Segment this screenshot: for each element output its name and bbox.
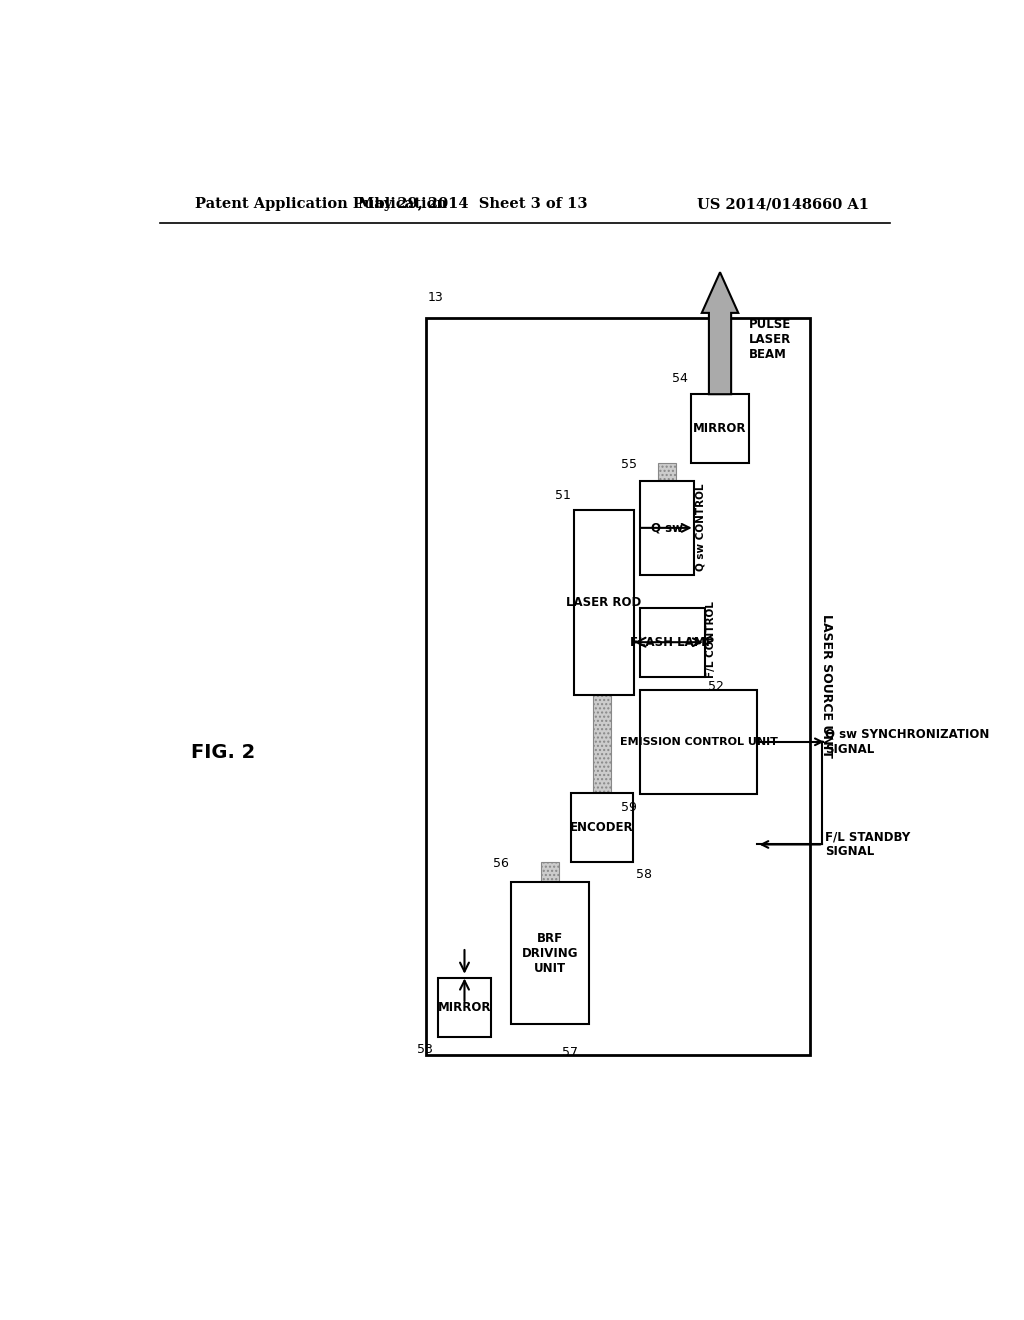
FancyBboxPatch shape: [570, 792, 633, 862]
FancyBboxPatch shape: [595, 510, 612, 576]
FancyBboxPatch shape: [511, 882, 589, 1024]
FancyBboxPatch shape: [691, 395, 749, 463]
Text: FIG. 2: FIG. 2: [191, 743, 256, 763]
Text: 57: 57: [562, 1045, 579, 1059]
Text: FLASH LAMP: FLASH LAMP: [631, 636, 715, 648]
Text: PULSE
LASER
BEAM: PULSE LASER BEAM: [749, 318, 791, 360]
Text: Q sw CONTROL: Q sw CONTROL: [696, 483, 706, 572]
Text: 52: 52: [709, 680, 724, 693]
Text: F/L STANDBY
SIGNAL: F/L STANDBY SIGNAL: [824, 830, 910, 858]
Text: Q sw: Q sw: [651, 521, 683, 535]
Text: MIRROR: MIRROR: [693, 422, 746, 436]
Text: 51: 51: [555, 488, 570, 502]
FancyBboxPatch shape: [640, 690, 758, 793]
Text: 13: 13: [427, 290, 443, 304]
Text: MIRROR: MIRROR: [437, 1001, 492, 1014]
Text: 54: 54: [673, 372, 688, 385]
Text: Q sw SYNCHRONIZATION
SIGNAL: Q sw SYNCHRONIZATION SIGNAL: [824, 727, 989, 756]
Text: LASER ROD: LASER ROD: [566, 597, 641, 609]
Text: 55: 55: [621, 458, 637, 471]
Text: BRF
DRIVING
UNIT: BRF DRIVING UNIT: [522, 932, 579, 974]
FancyBboxPatch shape: [640, 480, 694, 576]
FancyBboxPatch shape: [456, 978, 473, 1024]
Text: ENCODER: ENCODER: [570, 821, 634, 834]
Text: 56: 56: [493, 857, 509, 870]
FancyBboxPatch shape: [437, 978, 492, 1036]
Text: F/L CONTROL: F/L CONTROL: [706, 601, 716, 677]
Text: May 29, 2014  Sheet 3 of 13: May 29, 2014 Sheet 3 of 13: [358, 197, 588, 211]
FancyBboxPatch shape: [426, 318, 811, 1055]
FancyBboxPatch shape: [593, 696, 610, 792]
FancyBboxPatch shape: [542, 862, 559, 882]
Text: Patent Application Publication: Patent Application Publication: [196, 197, 447, 211]
FancyArrow shape: [701, 272, 738, 395]
Text: EMISSION CONTROL UNIT: EMISSION CONTROL UNIT: [620, 737, 777, 747]
Text: 53: 53: [417, 1043, 433, 1056]
Text: 58: 58: [636, 867, 652, 880]
Text: 59: 59: [621, 801, 637, 813]
Text: US 2014/0148660 A1: US 2014/0148660 A1: [696, 197, 868, 211]
Text: LASER SOURCE UNIT: LASER SOURCE UNIT: [820, 615, 833, 759]
FancyBboxPatch shape: [640, 607, 705, 677]
FancyBboxPatch shape: [574, 510, 634, 696]
FancyBboxPatch shape: [658, 463, 676, 480]
